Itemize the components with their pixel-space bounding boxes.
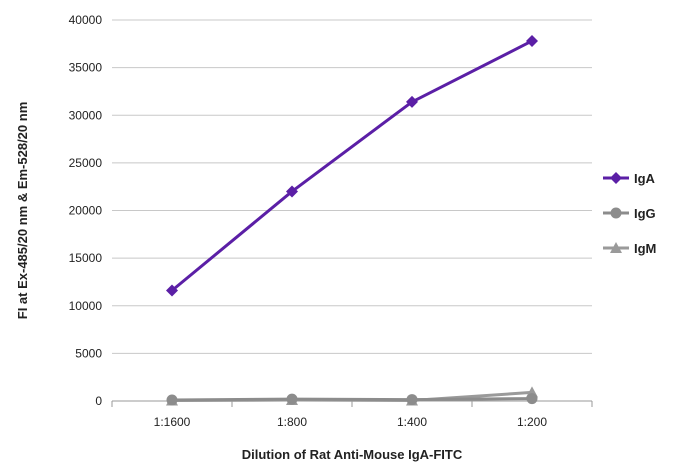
data-point-iga — [526, 34, 538, 47]
legend-label: IgA — [634, 171, 656, 186]
y-tick-label: 30000 — [69, 108, 103, 122]
series-iga — [166, 34, 538, 297]
y-tick-label: 10000 — [69, 299, 103, 313]
series-igg — [166, 393, 538, 406]
y-tick-label: 20000 — [69, 204, 103, 218]
data-point-igg — [526, 393, 538, 405]
y-axis-title: FI at Ex-485/20 nm & Em-528/20 nm — [15, 102, 30, 319]
legend-item-igm: IgM — [603, 241, 656, 256]
y-tick-label: 40000 — [69, 13, 103, 27]
legend-marker — [610, 172, 622, 184]
y-tick-label: 35000 — [69, 61, 103, 75]
x-tick-label: 1:400 — [397, 415, 427, 429]
x-axis-title: Dilution of Rat Anti-Mouse IgA-FITC — [242, 447, 463, 462]
data-point-igg — [406, 394, 418, 406]
series-line-iga — [171, 39, 533, 292]
legend: IgA IgG IgM — [603, 171, 656, 256]
legend-label: IgM — [634, 241, 656, 256]
legend-item-iga: IgA — [603, 171, 656, 186]
data-point-iga — [286, 185, 298, 198]
series — [166, 34, 538, 406]
legend-marker — [610, 242, 622, 253]
legend-label: IgG — [634, 206, 656, 221]
data-point-iga — [406, 95, 418, 108]
data-point-igg — [166, 394, 178, 406]
gridlines — [112, 19, 592, 354]
x-tick-labels: 1:1600 1:800 1:400 1:200 — [154, 415, 548, 429]
y-tick-label: 0 — [95, 394, 102, 408]
legend-item-igg: IgG — [603, 206, 656, 221]
x-tick-label: 1:200 — [517, 415, 547, 429]
y-tick-label: 15000 — [69, 251, 103, 265]
y-tick-labels: 0 5000 10000 15000 20000 25000 30000 35000 40000 — [69, 13, 103, 408]
y-tick-label: 25000 — [69, 156, 103, 170]
data-point-iga — [166, 284, 178, 297]
y-tick-label: 5000 — [75, 346, 102, 360]
x-tick-label: 1:800 — [277, 415, 307, 429]
data-point-igg — [286, 393, 298, 405]
x-tick-label: 1:1600 — [154, 415, 191, 429]
legend-marker — [610, 207, 622, 219]
series-line-igg — [171, 397, 533, 402]
